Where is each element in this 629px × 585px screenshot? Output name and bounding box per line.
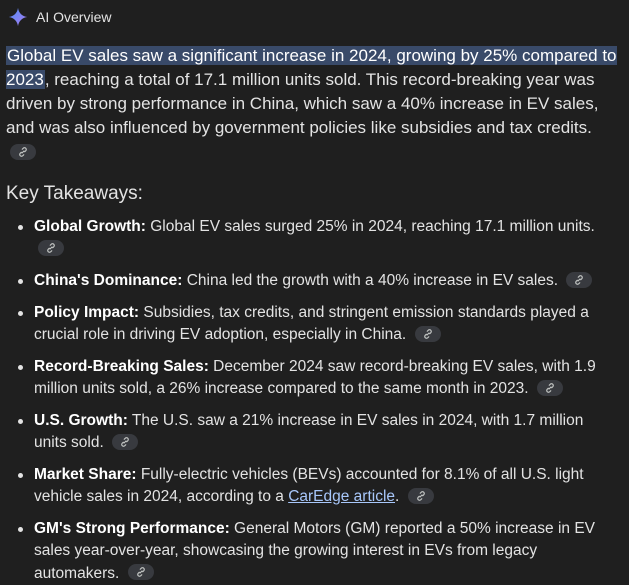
list-item: Market Share: Fully-electric vehicles (B… — [34, 464, 620, 509]
item-title: U.S. Growth: — [34, 412, 128, 429]
key-takeaways-heading: Key Takeaways: — [6, 182, 629, 206]
item-title: GM's Strong Performance: — [34, 520, 230, 537]
link-icon — [422, 328, 434, 340]
link-icon — [135, 566, 147, 578]
link-icon — [573, 274, 585, 286]
list-item: Record-Breaking Sales: December 2024 saw… — [34, 356, 620, 401]
item-title: China's Dominance: — [34, 272, 182, 289]
source-link-chip[interactable] — [566, 272, 592, 288]
link-icon — [45, 242, 57, 254]
source-link-chip[interactable] — [128, 564, 154, 580]
sparkle-icon — [8, 7, 28, 27]
link-icon — [119, 436, 131, 448]
link-icon — [544, 382, 556, 394]
summary-text: , reaching a total of 17.1 million units… — [6, 70, 598, 137]
source-link-chip[interactable] — [408, 488, 434, 504]
key-takeaways-list: Global Growth: Global EV sales surged 25… — [0, 216, 620, 585]
overview-summary: Global EV sales saw a significant increa… — [6, 44, 618, 164]
item-text-after: . — [395, 488, 399, 505]
source-link-chip[interactable] — [112, 434, 138, 450]
source-link-chip[interactable] — [415, 326, 441, 342]
source-link-chip[interactable] — [10, 144, 36, 160]
ai-overview-header: AI Overview — [0, 0, 629, 34]
list-item: Global Growth: Global EV sales surged 25… — [34, 216, 620, 261]
item-title: Policy Impact: — [34, 304, 139, 321]
item-text: Global EV sales surged 25% in 2024, reac… — [146, 218, 595, 235]
caredge-article-link[interactable]: CarEdge article — [288, 488, 395, 505]
list-item: Policy Impact: Subsidies, tax credits, a… — [34, 302, 620, 347]
item-title: Market Share: — [34, 466, 137, 483]
list-item: China's Dominance: China led the growth … — [34, 270, 620, 293]
list-item: GM's Strong Performance: General Motors … — [34, 518, 620, 585]
item-text: China led the growth with a 40% increase… — [182, 272, 558, 289]
link-icon — [415, 490, 427, 502]
source-link-chip[interactable] — [38, 240, 64, 256]
item-title: Record-Breaking Sales: — [34, 358, 209, 375]
link-icon — [17, 146, 29, 158]
header-title: AI Overview — [36, 9, 111, 25]
source-link-chip[interactable] — [537, 380, 563, 396]
item-title: Global Growth: — [34, 218, 146, 235]
list-item: U.S. Growth: The U.S. saw a 21% increase… — [34, 410, 620, 455]
